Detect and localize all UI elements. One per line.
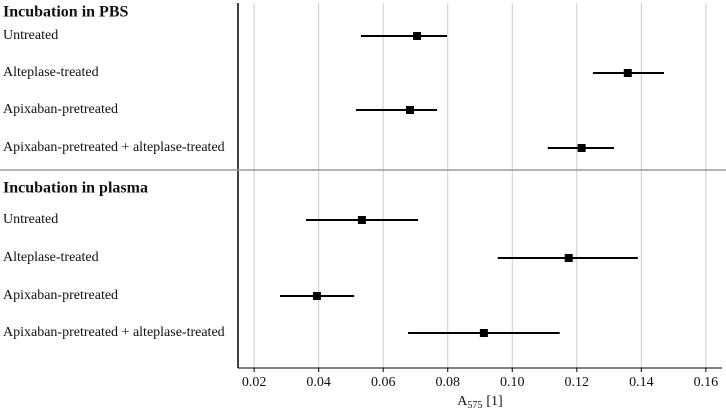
x-tick-label: 0.06 [371,375,396,390]
row-label: Untreated [3,28,58,43]
x-tick-label: 0.16 [694,375,719,390]
group-title: Incubation in PBS [3,4,128,21]
x-tick-label: 0.10 [500,375,525,390]
point-estimate [357,216,366,224]
x-tick-label: 0.02 [242,375,267,390]
group-title: Incubation in plasma [3,180,148,197]
x-tick-label: 0.08 [435,375,460,390]
x-tick-label: 0.04 [306,375,331,390]
row-label: Apixaban-pretreated + alteplase-treated [3,140,225,155]
point-estimate [577,144,586,152]
row-label: Apixaban-pretreated [3,102,118,117]
point-estimate [479,329,488,337]
x-label-sub: 575 [467,400,482,410]
row-label: Alteplase-treated [3,250,99,265]
point-estimate [564,254,573,262]
point-estimate [405,106,414,114]
x-label-main: A [457,394,468,409]
row-label: Apixaban-pretreated [3,288,118,303]
row-label: Apixaban-pretreated + alteplase-treated [3,325,225,340]
row-label: Alteplase-treated [3,65,99,80]
point-estimate [313,292,322,300]
x-tick-label: 0.12 [565,375,590,390]
row-label: Untreated [3,212,58,227]
point-estimate [623,69,632,77]
x-tick-label: 0.14 [629,375,654,390]
point-estimate [413,32,422,40]
x-label-unit: [1] [486,394,502,409]
x-axis-label: A575 [1] [457,394,502,410]
